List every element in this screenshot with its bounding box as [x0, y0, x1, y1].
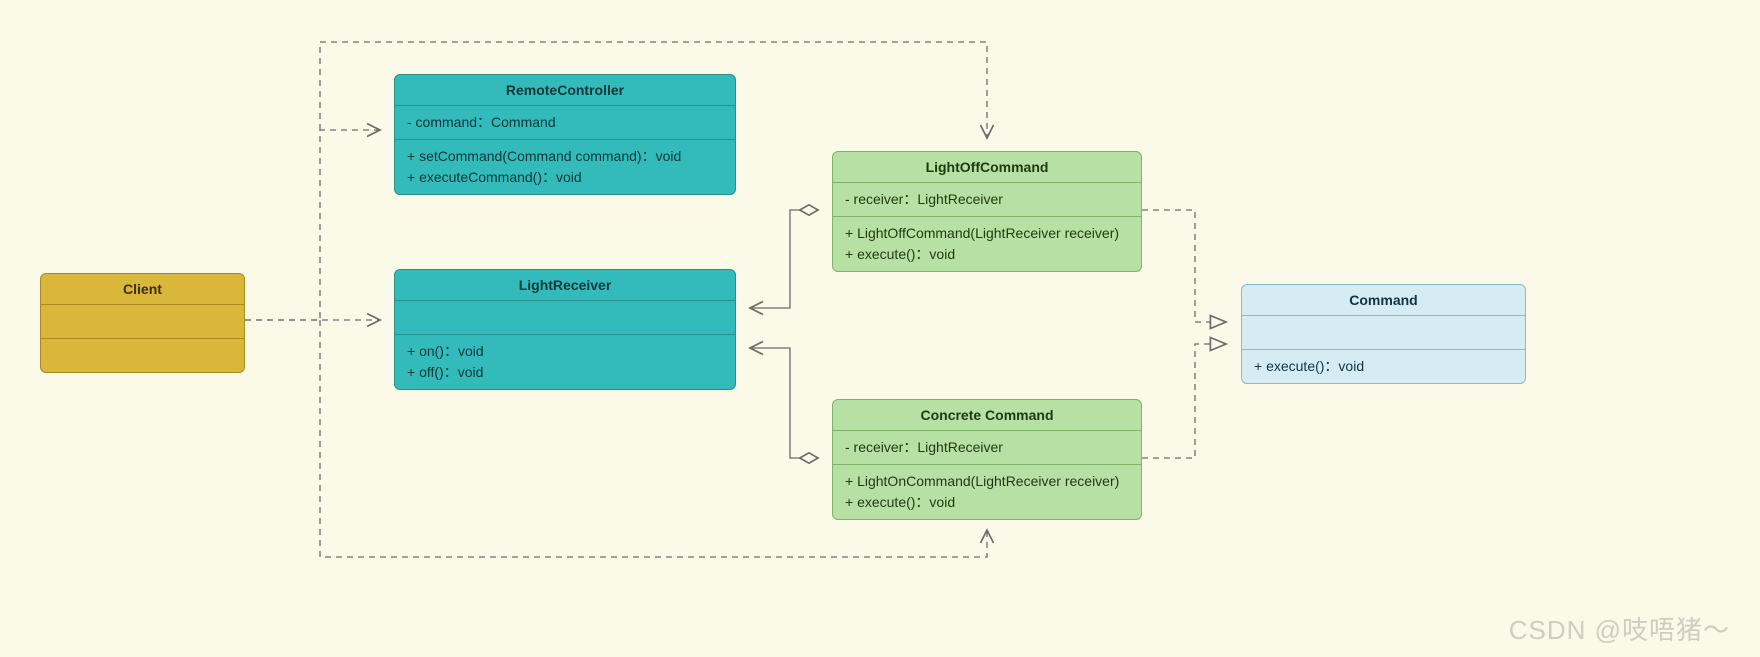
- class-methods: [41, 339, 244, 372]
- class-attributes: [1242, 316, 1525, 350]
- watermark: CSDN @吱唔猪～: [1509, 610, 1730, 647]
- class-title: Client: [41, 274, 244, 305]
- class-remote-controller: RemoteController - command：Command + set…: [394, 74, 736, 195]
- class-title: Command: [1242, 285, 1525, 316]
- method: + setCommand(Command command)：void: [407, 146, 723, 167]
- class-methods: + execute()：void: [1242, 350, 1525, 383]
- class-methods: + setCommand(Command command)：void + exe…: [395, 140, 735, 194]
- attribute: - receiver：LightReceiver: [845, 189, 1129, 210]
- class-methods: + on()：void + off()：void: [395, 335, 735, 389]
- class-light-off-command: LightOffCommand - receiver：LightReceiver…: [832, 151, 1142, 272]
- edge-concretecommand-command: [1142, 344, 1226, 458]
- class-attributes: [395, 301, 735, 335]
- method: + execute()：void: [845, 244, 1129, 265]
- edge-lightoffcommand-command: [1142, 210, 1226, 322]
- class-attributes: - command：Command: [395, 106, 735, 140]
- class-title: LightReceiver: [395, 270, 735, 301]
- class-title: RemoteController: [395, 75, 735, 106]
- class-title: LightOffCommand: [833, 152, 1141, 183]
- method: + execute()：void: [845, 492, 1129, 513]
- method: + LightOffCommand(LightReceiver receiver…: [845, 223, 1129, 244]
- method: + on()：void: [407, 341, 723, 362]
- method: + LightOnCommand(LightReceiver receiver): [845, 471, 1129, 492]
- class-client: Client: [40, 273, 245, 373]
- class-attributes: [41, 305, 244, 339]
- edge-concretecommand-lightreceiver: [750, 348, 818, 458]
- class-light-receiver: LightReceiver + on()：void + off()：void: [394, 269, 736, 390]
- class-title: Concrete Command: [833, 400, 1141, 431]
- method: + executeCommand()：void: [407, 167, 723, 188]
- method: + off()：void: [407, 362, 723, 383]
- class-methods: + LightOffCommand(LightReceiver receiver…: [833, 217, 1141, 271]
- class-attributes: - receiver：LightReceiver: [833, 183, 1141, 217]
- edge-lightoffcommand-lightreceiver: [750, 210, 818, 308]
- class-concrete-command: Concrete Command - receiver：LightReceive…: [832, 399, 1142, 520]
- class-command: Command + execute()：void: [1241, 284, 1526, 384]
- attribute: - command：Command: [407, 112, 723, 133]
- attribute: - receiver：LightReceiver: [845, 437, 1129, 458]
- edge-client-remotecontroller: [245, 130, 380, 320]
- method: + execute()：void: [1254, 356, 1513, 377]
- class-attributes: - receiver：LightReceiver: [833, 431, 1141, 465]
- class-methods: + LightOnCommand(LightReceiver receiver)…: [833, 465, 1141, 519]
